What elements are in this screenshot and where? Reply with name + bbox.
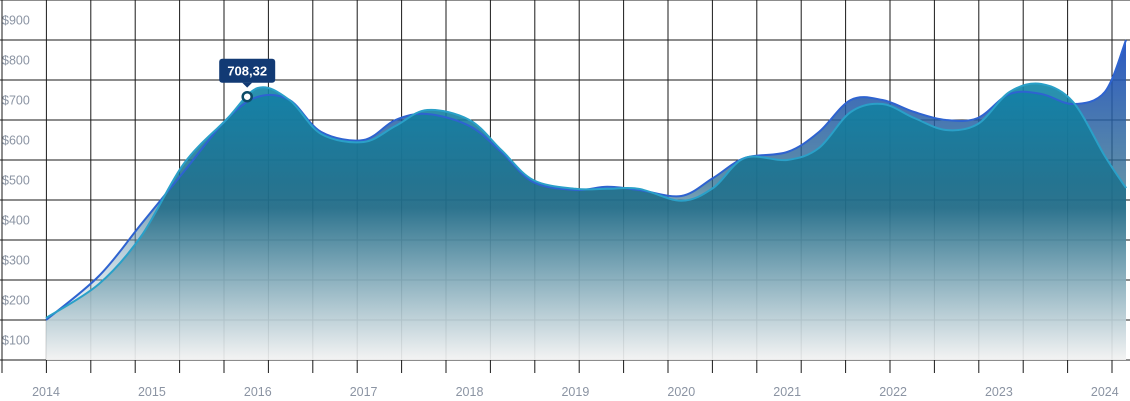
y-tick-label: $400 bbox=[2, 214, 30, 228]
x-tick-label: 2022 bbox=[879, 385, 907, 399]
y-tick-label: $600 bbox=[2, 134, 30, 148]
y-tick-label: $700 bbox=[2, 94, 30, 108]
series-2-line bbox=[45, 82, 1127, 319]
x-tick-label: 2016 bbox=[244, 385, 272, 399]
tooltip-label: 708,32 bbox=[227, 64, 267, 79]
y-tick-label: $200 bbox=[2, 294, 30, 308]
x-tick-label: 2017 bbox=[350, 385, 378, 399]
x-tick-label: 2019 bbox=[561, 385, 589, 399]
x-tick-label: 2020 bbox=[667, 385, 695, 399]
x-tick-label: 2021 bbox=[773, 385, 801, 399]
x-tick-label: 2024 bbox=[1091, 385, 1119, 399]
x-tick-label: 2014 bbox=[32, 385, 60, 399]
series-1-line bbox=[45, 39, 1127, 321]
x-axis-ticks: 2014 2015 2016 2017 2018 2019 2020 2021 2022 2023… bbox=[32, 385, 1119, 399]
tooltip-pointer bbox=[242, 82, 253, 88]
y-tick-label: $500 bbox=[2, 174, 30, 188]
series-2-area bbox=[46, 83, 1126, 360]
y-tick-label: $100 bbox=[2, 334, 30, 348]
series-lines bbox=[45, 39, 1127, 321]
series-areas bbox=[46, 40, 1126, 360]
y-axis-ticks: $100 $200 $300 $400 $500 $600 $700 $800 $900 bbox=[2, 14, 30, 348]
tooltip-box bbox=[219, 58, 276, 83]
y-tick-label: $800 bbox=[2, 54, 30, 68]
tooltip-marker bbox=[241, 90, 253, 103]
x-tick-label: 2015 bbox=[138, 385, 166, 399]
x-tick-label: 2023 bbox=[985, 385, 1013, 399]
y-tick-label: $900 bbox=[2, 14, 30, 28]
value-tooltip: 708,32 bbox=[219, 58, 276, 103]
x-tick-label: 2018 bbox=[456, 385, 484, 399]
y-tick-label: $300 bbox=[2, 254, 30, 268]
